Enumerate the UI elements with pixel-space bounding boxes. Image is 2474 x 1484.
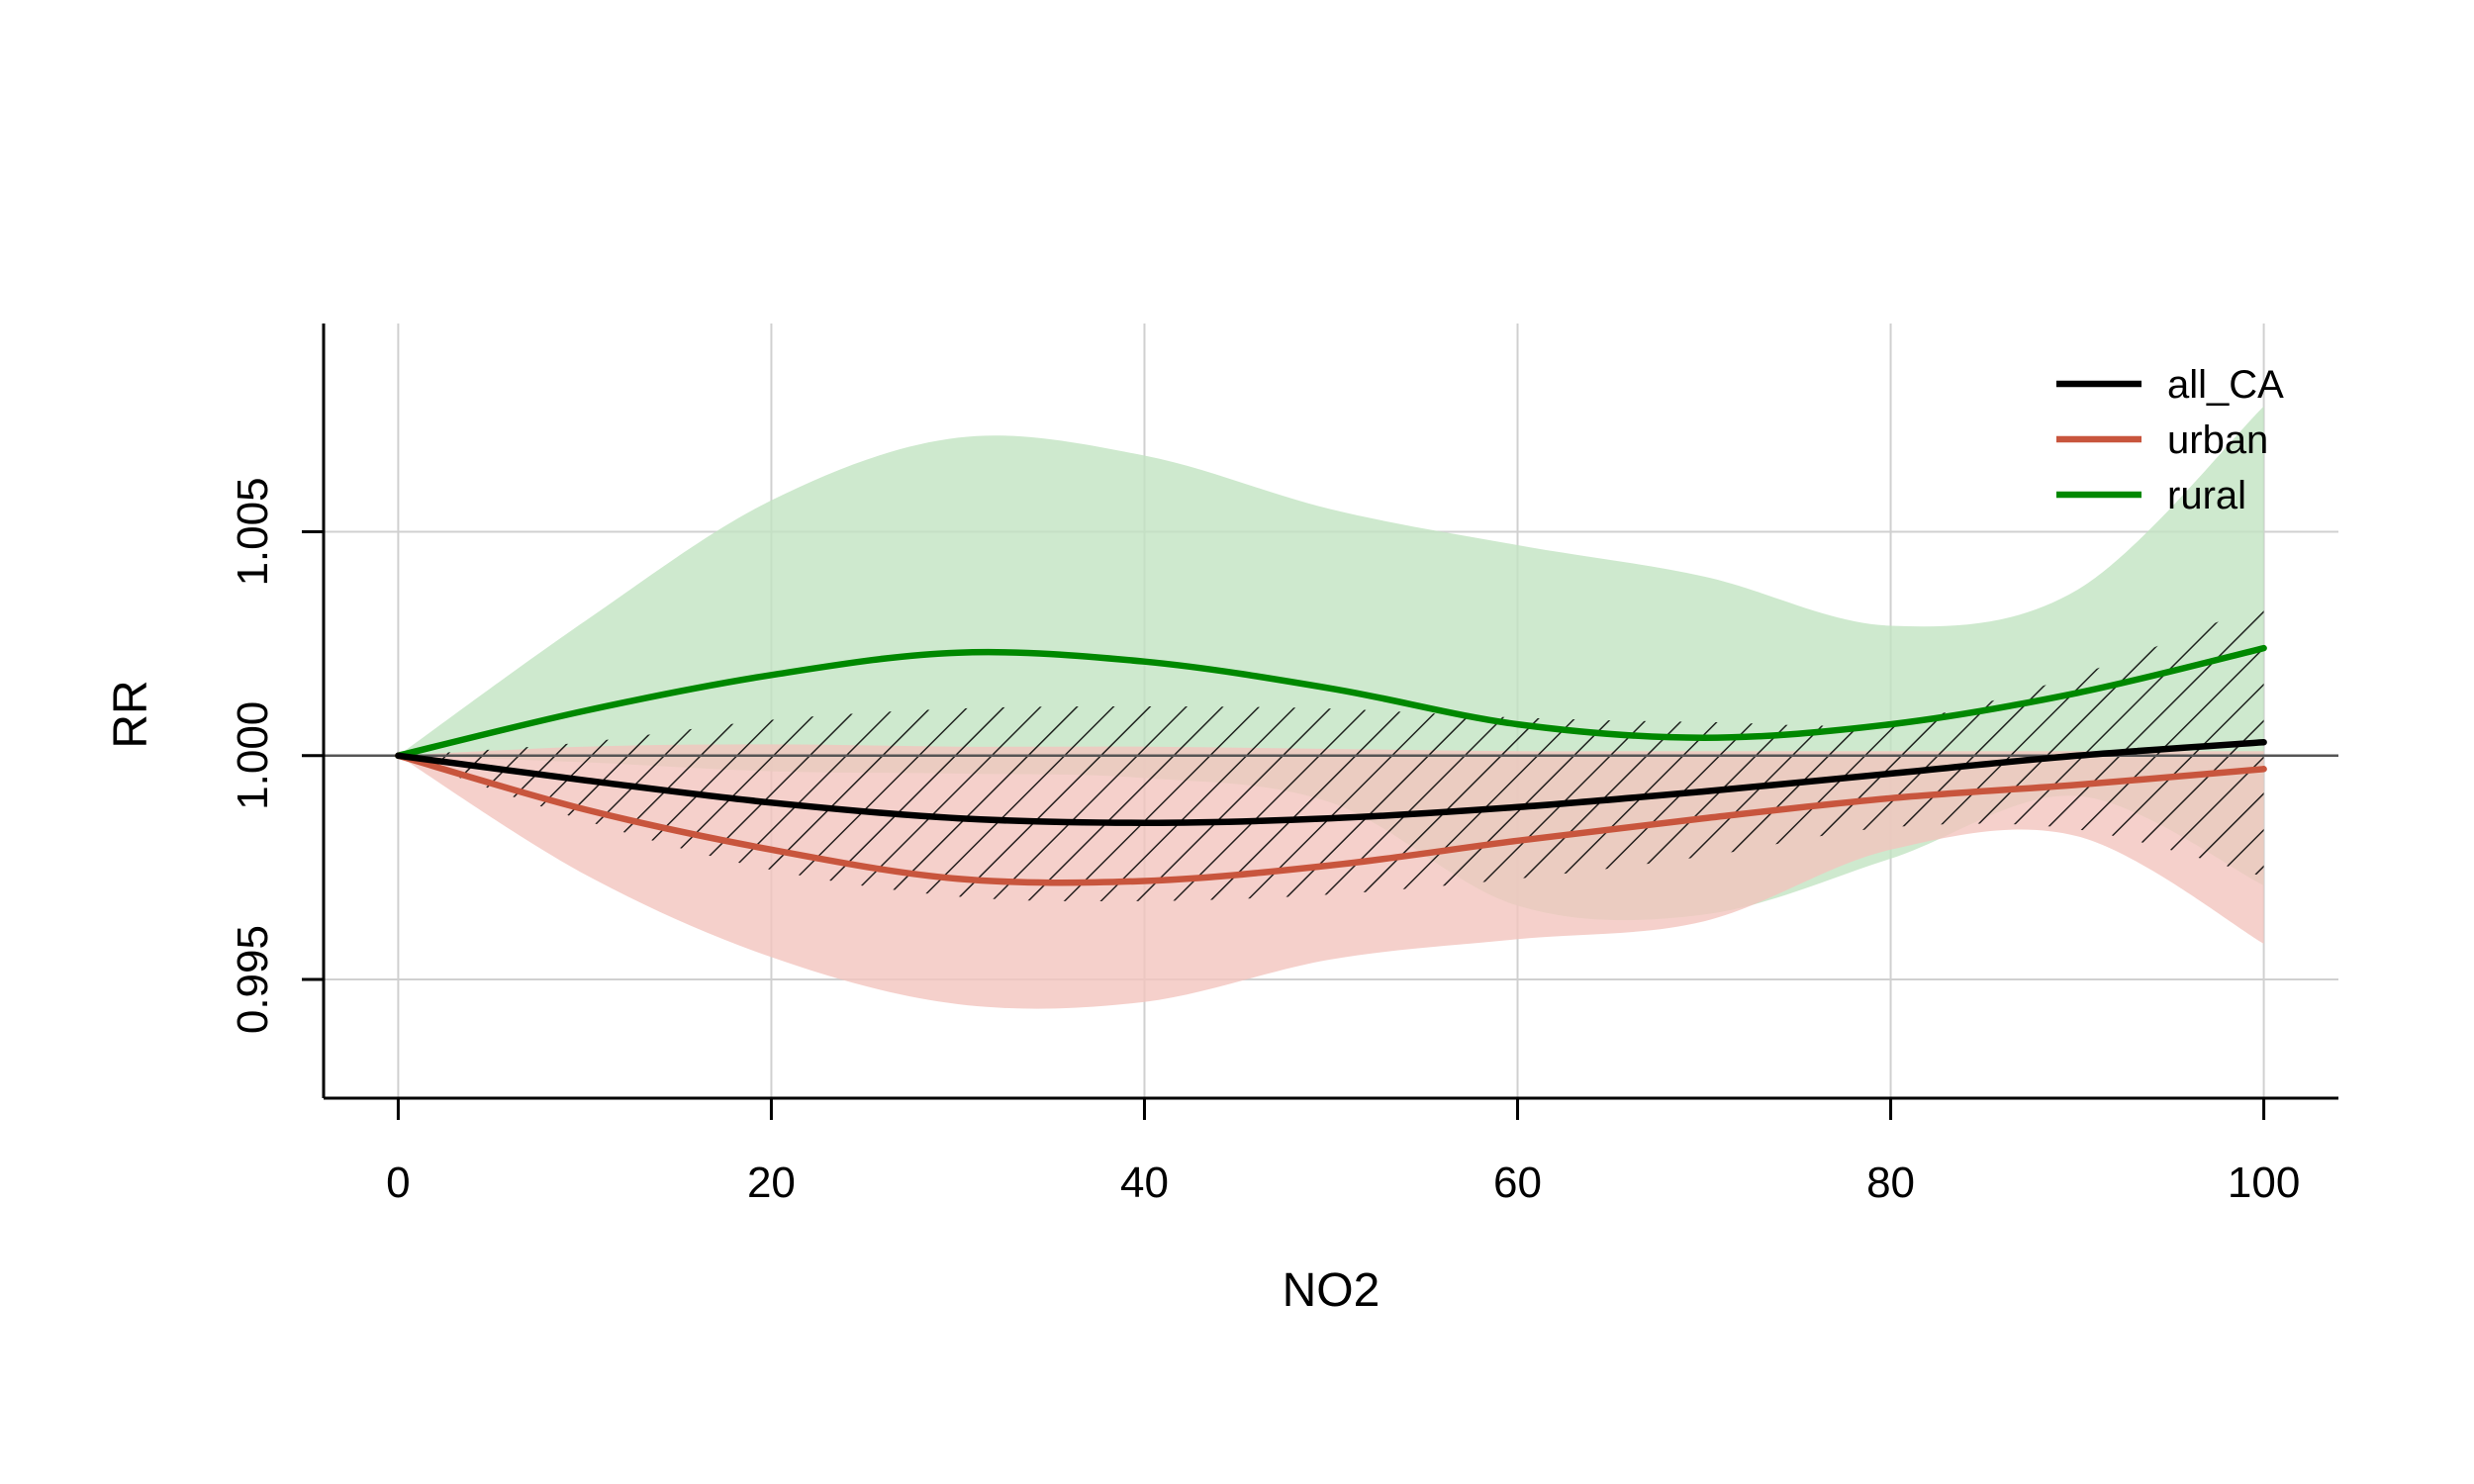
legend-label-rural: rural [2167,474,2246,517]
y-tick-label: 1.005 [229,477,277,586]
series-line-urban [395,752,2267,886]
legend-label-urban: urban [2167,418,2268,462]
y-axis-title: RR [105,680,157,748]
series-lines [395,644,2267,886]
x-tick-label: 20 [747,1159,796,1207]
x-tick-label: 0 [386,1159,410,1207]
y-tick-labels: 0.995 1.000 1.005 [229,477,277,1034]
x-tick-label: 80 [1866,1159,1915,1207]
y-tick-label: 1.000 [229,701,277,810]
y-tick-label: 0.995 [229,925,277,1034]
legend-label-all_CA: all_CA [2167,363,2284,407]
x-axis-title: NO2 [1283,1264,1380,1317]
series-line-all_CA [395,738,2267,826]
series-line-rural [395,644,2267,760]
x-tick-labels: 0 20 40 60 80 100 [386,1159,2300,1207]
x-tick-label: 100 [2228,1159,2300,1207]
axes [302,324,2338,1120]
x-tick-label: 60 [1493,1159,1542,1207]
x-tick-label: 40 [1120,1159,1169,1207]
ci-band-all_CA [398,603,2264,902]
